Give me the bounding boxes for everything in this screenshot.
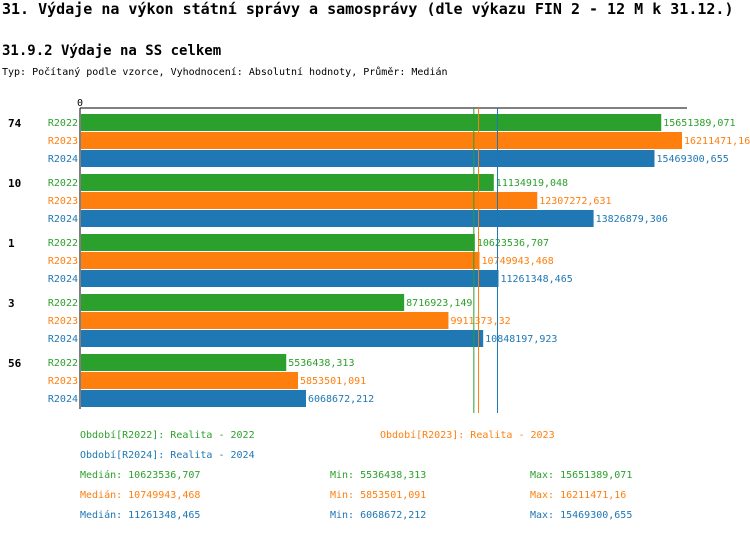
bar [81,372,299,389]
data-label: 11134919,048 [496,178,568,189]
x-tick-label: 0 [77,98,83,109]
data-label: 5853501,091 [300,376,366,387]
group-label: 56 [8,357,22,370]
series-label: R2024 [48,274,78,285]
bar [81,252,480,269]
data-label: 15651389,071 [663,118,735,129]
bar [81,114,662,131]
bar [81,312,449,329]
data-label: 6068672,212 [308,394,374,405]
series-label: R2023 [48,316,78,327]
series-label: R2022 [48,298,78,309]
chart-subtitle: 31.9.2 Výdaje na SS celkem [2,43,222,59]
data-label: 10623536,707 [477,238,549,249]
series-label: R2023 [48,376,78,387]
bar [81,234,475,251]
bar [81,330,484,347]
bar [81,132,682,149]
series-label: R2023 [48,136,78,147]
page-title: 31. Výdaje na výkon státní správy a samo… [2,0,734,18]
series-label: R2024 [48,334,78,345]
bar [81,210,594,227]
series-label: R2023 [48,196,78,207]
data-label: 15469300,655 [656,154,728,165]
bar [81,270,499,287]
data-label: 8716923,149 [406,298,472,309]
series-label: R2022 [48,178,78,189]
data-label: 11261348,465 [500,274,572,285]
bar [81,354,287,371]
group-label: 74 [8,117,22,130]
bar [81,390,306,407]
bar [81,294,405,311]
group-label: 3 [8,297,15,310]
group-label: 1 [8,237,15,250]
data-label: 13826879,306 [596,214,668,225]
series-label: R2024 [48,214,78,225]
bar [81,192,538,209]
data-label: 5536438,313 [288,358,354,369]
series-label: R2022 [48,238,78,249]
series-label: R2023 [48,256,78,267]
bar [81,150,655,167]
data-label: 12307272,631 [539,196,611,207]
data-label: 10749943,468 [482,256,554,267]
chart-description: Typ: Počítaný podle vzorce, Vyhodnocení:… [2,67,448,78]
series-label: R2022 [48,358,78,369]
data-label: 16211471,16 [684,136,750,147]
group-label: 10 [8,177,21,190]
data-label: 10848197,923 [485,334,557,345]
series-label: R2024 [48,394,78,405]
series-label: R2024 [48,154,78,165]
series-label: R2022 [48,118,78,129]
bar [81,174,494,191]
data-label: 9911373,32 [450,316,510,327]
